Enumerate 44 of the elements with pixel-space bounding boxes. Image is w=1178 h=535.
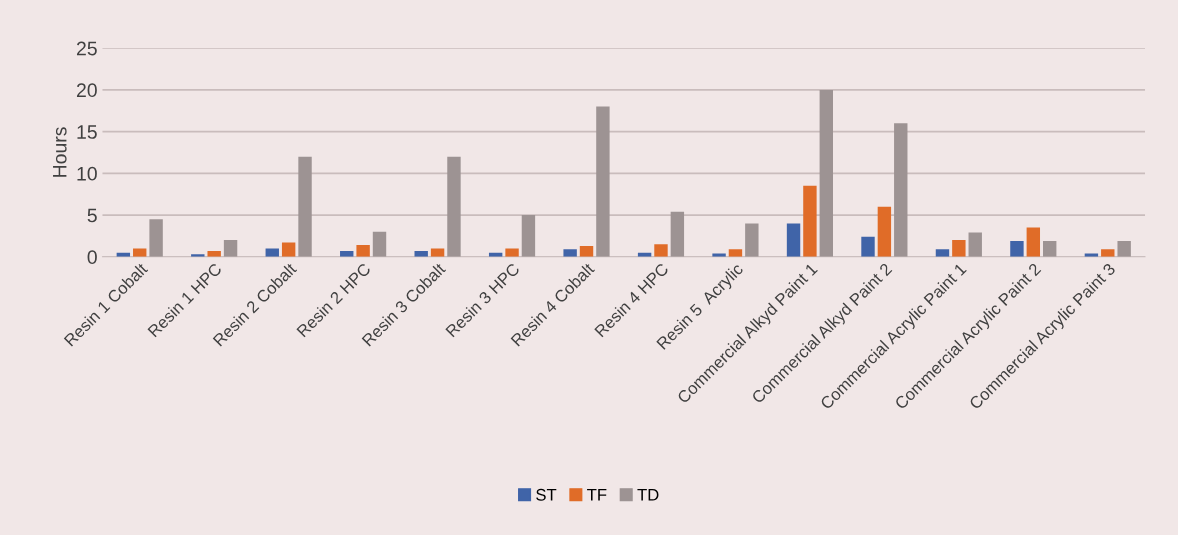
y-tick-label: 0 — [87, 250, 97, 265]
bar — [265, 248, 279, 257]
y-tick-label: 25 — [76, 41, 97, 56]
bar — [1026, 227, 1041, 257]
bar — [298, 156, 312, 257]
y-tick-label: 5 — [87, 208, 97, 223]
bar — [894, 123, 908, 257]
bar — [505, 248, 519, 257]
bar — [861, 236, 875, 257]
bar — [356, 245, 370, 257]
bar — [207, 250, 221, 257]
bar — [786, 223, 801, 257]
legend-label: TF — [587, 489, 607, 501]
bar — [596, 106, 610, 257]
bar — [803, 185, 817, 257]
bar — [819, 89, 833, 257]
bar — [133, 248, 147, 257]
bar — [430, 248, 445, 257]
bar — [372, 231, 387, 257]
bar — [1043, 240, 1057, 257]
y-axis-title: Hours — [53, 127, 67, 177]
y-tick-label: 20 — [76, 83, 97, 98]
bar — [952, 240, 966, 257]
bar — [670, 211, 685, 257]
bar — [1010, 240, 1024, 257]
bar — [877, 206, 892, 257]
bar — [745, 223, 759, 257]
bar — [935, 249, 950, 257]
bar — [563, 249, 577, 257]
bar — [968, 232, 982, 257]
legend-label: TD — [637, 489, 659, 501]
bar — [521, 215, 536, 257]
bar — [728, 249, 743, 257]
bar — [149, 219, 163, 257]
bar — [447, 156, 461, 257]
bar — [579, 245, 594, 257]
bar — [1117, 240, 1131, 257]
bar — [712, 253, 726, 257]
y-tick-label: 15 — [77, 125, 97, 139]
legend-label: ST — [536, 488, 557, 501]
bar — [1101, 249, 1115, 257]
bar — [654, 244, 668, 257]
bar — [223, 240, 238, 257]
y-tick-label: 10 — [77, 166, 97, 181]
